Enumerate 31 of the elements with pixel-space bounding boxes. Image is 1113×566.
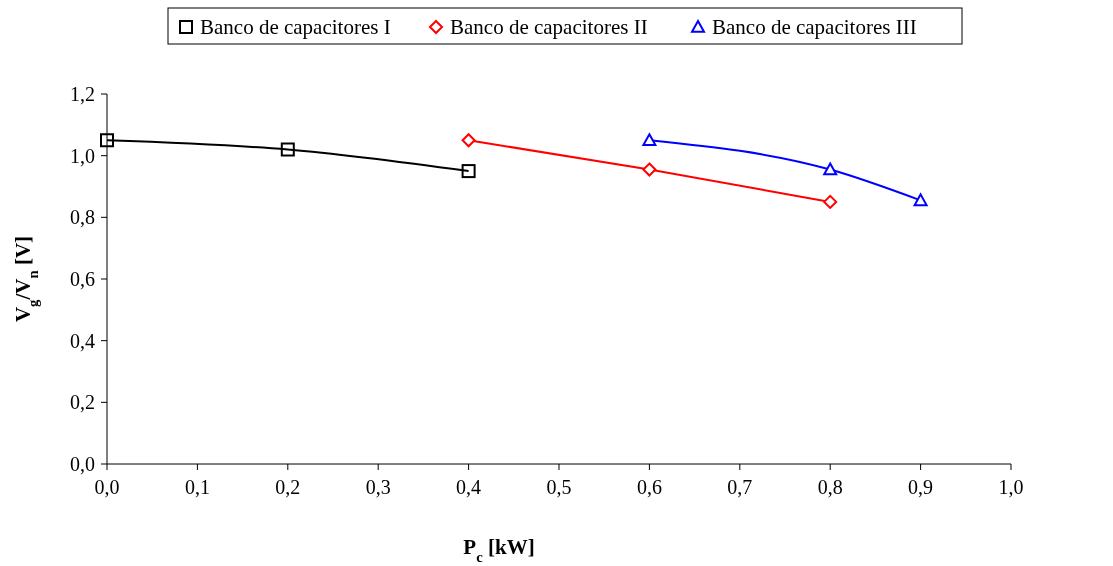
x-tick-label: 0,3 [365,476,391,498]
x-tick-label: 0,6 [636,476,662,498]
x-tick-label: 0,5 [546,476,572,498]
y-tick-label: 0,8 [70,206,95,229]
point [461,133,476,148]
y-tick-label: 0,6 [70,268,95,290]
x-axis-title: P$_{c}$ [kW] [463,535,535,565]
legend-label: Banco de capacitores II [450,15,648,39]
x-tick-label: 0,9 [908,476,934,498]
point [100,133,114,148]
legend-label: Banco de capacitores I [200,15,391,39]
y-tick-label: 1,2 [70,83,95,105]
x-tick-label: 1,0 [998,476,1024,498]
y-tick-label: 1,0 [70,144,95,167]
point [280,142,295,157]
y-tick-label: 0,0 [70,453,95,475]
x-tick-label: 0,7 [727,476,753,498]
legend-label: Banco de capacitores III [712,15,917,39]
y-tick-label: 0,4 [70,329,95,352]
x-tick-label: 0,8 [817,476,843,498]
x-tick-label: 0,2 [275,476,301,498]
point [461,164,476,179]
point [823,194,838,209]
x-tick-label: 0,4 [456,476,482,498]
x-tick-label: 0,0 [94,476,120,498]
point [823,162,838,176]
point [913,193,928,207]
y-tick-label: 0,2 [70,391,95,414]
x-tick-label: 0,1 [184,476,210,498]
point [642,133,657,147]
point [642,162,657,177]
